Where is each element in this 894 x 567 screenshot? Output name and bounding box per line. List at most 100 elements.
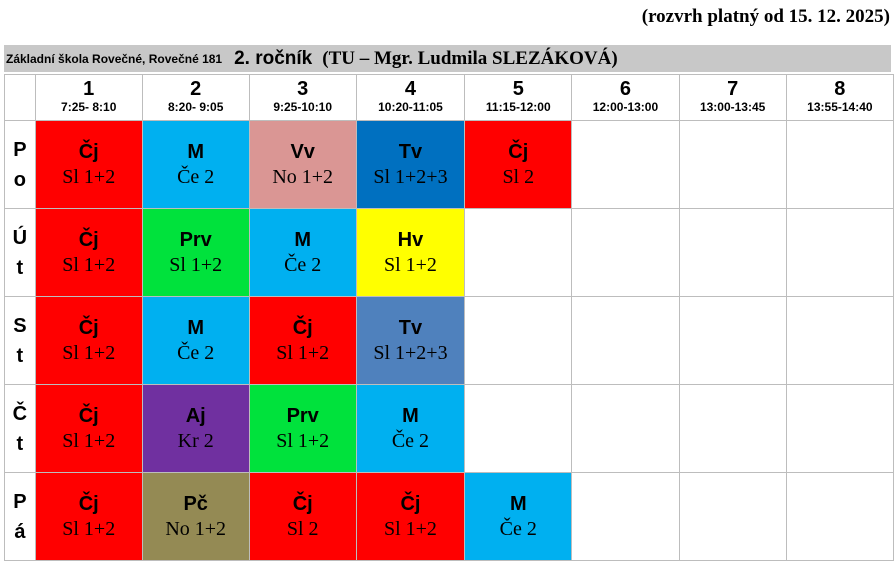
- empty-cell: [678, 384, 787, 473]
- empty-cell: [785, 208, 894, 297]
- lesson-cell: M Če 2: [355, 384, 466, 473]
- lesson-subject: Prv: [179, 228, 212, 251]
- period-number: 4: [404, 78, 417, 100]
- lesson-cell: Čj Sl 1+2: [34, 296, 143, 385]
- lesson-room: No 1+2: [272, 165, 334, 188]
- lesson-subject: Pč: [183, 492, 208, 515]
- empty-cell: [785, 384, 894, 473]
- empty-cell: [571, 120, 680, 209]
- lesson-room: Sl 1+2: [169, 253, 223, 276]
- empty-cell: [678, 120, 787, 209]
- period-number: 7: [727, 78, 739, 100]
- period-header-4: 4 10:20-11:05: [355, 74, 466, 121]
- empty-cell: [571, 384, 680, 473]
- lesson-room: Sl 1+2: [62, 429, 116, 452]
- lesson-cell: M Če 2: [464, 472, 573, 561]
- lesson-room: Sl 1+2+3: [373, 341, 448, 364]
- lesson-cell: Čj Sl 1+2: [248, 296, 357, 385]
- lesson-room: Sl 1+2+3: [373, 165, 448, 188]
- validity-note: (rozvrh platný od 15. 12. 2025): [641, 6, 890, 27]
- lesson-subject: Čj: [78, 228, 99, 251]
- lesson-room: Sl 1+2: [383, 517, 437, 540]
- lesson-subject: Čj: [292, 492, 313, 515]
- lesson-room: Sl 1+2: [383, 253, 437, 276]
- lesson-cell: M Če 2: [141, 120, 250, 209]
- lesson-subject: Čj: [78, 492, 99, 515]
- day-letter: P: [13, 138, 27, 161]
- lesson-room: Sl 1+2: [62, 341, 116, 364]
- empty-cell: [464, 384, 573, 473]
- period-time: 12:00-13:00: [592, 100, 659, 114]
- lesson-cell: Prv Sl 1+2: [141, 208, 250, 297]
- period-header-1: 1 7:25- 8:10: [34, 74, 143, 121]
- empty-cell: [464, 208, 573, 297]
- lesson-subject: M: [294, 228, 312, 251]
- class-teacher: (TU – Mgr. Ludmila SLEZÁKOVÁ): [322, 47, 618, 69]
- period-time: 8:20- 9:05: [168, 100, 224, 114]
- lesson-subject: M: [509, 492, 527, 515]
- empty-cell: [785, 296, 894, 385]
- empty-cell: [464, 296, 573, 385]
- day-letter: S: [13, 314, 27, 337]
- lesson-room: Če 2: [391, 429, 430, 452]
- lesson-room: Če 2: [177, 165, 215, 188]
- lesson-room: Sl 2: [502, 165, 535, 188]
- lesson-cell: Čj Sl 1+2: [34, 208, 143, 297]
- lesson-room: Sl 1+2: [62, 253, 116, 276]
- period-header-6: 6 12:00-13:00: [571, 74, 680, 121]
- lesson-room: Če 2: [177, 341, 215, 364]
- lesson-cell: Čj Sl 1+2: [34, 384, 143, 473]
- lesson-subject: Čj: [400, 492, 421, 515]
- lesson-room: Če 2: [499, 517, 537, 540]
- lesson-subject: Vv: [290, 140, 315, 163]
- empty-cell: [678, 208, 787, 297]
- lesson-subject: Čj: [78, 404, 99, 427]
- lesson-cell: Čj Sl 2: [464, 120, 573, 209]
- lesson-cell: Čj Sl 1+2: [355, 472, 466, 561]
- empty-cell: [678, 296, 787, 385]
- empty-cell: [571, 296, 680, 385]
- empty-cell: [571, 208, 680, 297]
- lesson-cell: Pč No 1+2: [141, 472, 250, 561]
- empty-cell: [571, 472, 680, 561]
- lesson-subject: Aj: [185, 404, 206, 427]
- lesson-subject: Prv: [286, 404, 319, 427]
- lesson-cell: Hv Sl 1+2: [355, 208, 466, 297]
- lesson-cell: Prv Sl 1+2: [248, 384, 357, 473]
- period-header-5: 5 11:15-12:00: [464, 74, 573, 121]
- lesson-cell: Čj Sl 1+2: [34, 472, 143, 561]
- empty-cell: [785, 120, 894, 209]
- lesson-subject: M: [402, 404, 419, 427]
- period-header-3: 3 9:25-10:10: [248, 74, 357, 121]
- period-time: 13:55-14:40: [807, 100, 873, 114]
- lesson-subject: M: [187, 316, 205, 339]
- title-bar: Základní škola Rovečné, Rovečné 181 2. r…: [4, 45, 891, 72]
- corner-cell: [4, 74, 36, 121]
- day-letter: á: [14, 520, 26, 543]
- lesson-cell: M Če 2: [248, 208, 357, 297]
- lesson-cell: Aj Kr 2: [141, 384, 250, 473]
- empty-cell: [678, 472, 787, 561]
- period-header-7: 7 13:00-13:45: [678, 74, 787, 121]
- day-letter: t: [16, 344, 24, 367]
- lesson-cell: Tv Sl 1+2+3: [355, 296, 466, 385]
- day-letter: Ú: [12, 226, 28, 249]
- lesson-subject: Hv: [397, 228, 424, 251]
- period-time: 10:20-11:05: [378, 100, 443, 114]
- lesson-cell: M Če 2: [141, 296, 250, 385]
- period-number: 3: [297, 78, 309, 100]
- period-number: 5: [512, 78, 524, 100]
- lesson-room: Če 2: [284, 253, 322, 276]
- lesson-subject: Čj: [508, 140, 529, 163]
- lesson-subject: Čj: [292, 316, 313, 339]
- timetable: 1 7:25- 8:10 2 8:20- 9:05 3 9:25-10:10 4 10:20-…: [4, 74, 894, 561]
